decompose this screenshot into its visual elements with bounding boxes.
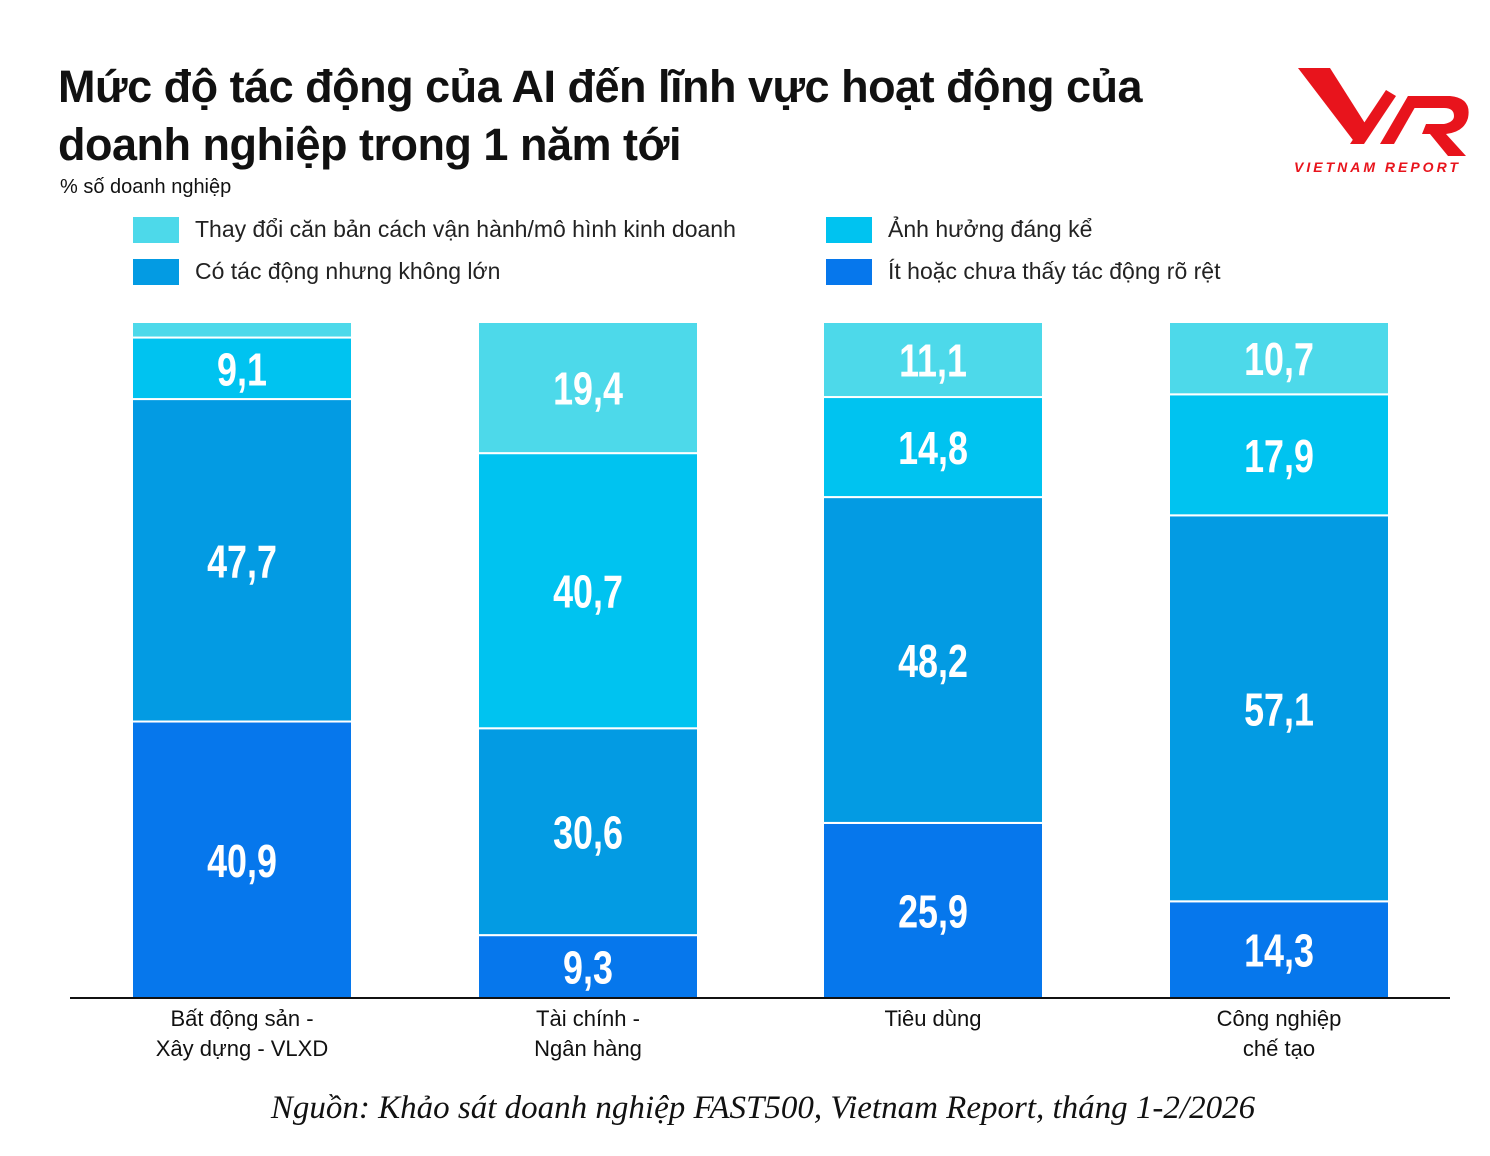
title-line-1: Mức độ tác động của AI đến lĩnh vực hoạt… bbox=[58, 61, 1143, 112]
category-label: Ngân hàng bbox=[534, 1036, 642, 1061]
source-note: Nguồn: Khảo sát doanh nghiệp FAST500, Vi… bbox=[270, 1090, 1256, 1126]
legend-swatch bbox=[133, 216, 179, 243]
bar-segment bbox=[131, 398, 353, 723]
data-label: 30,6 bbox=[553, 807, 623, 858]
legend-label: Ảnh hưởng đáng kể bbox=[888, 216, 1093, 242]
title-line-2: doanh nghiệp trong 1 năm tới bbox=[58, 119, 681, 170]
bar-segment bbox=[131, 321, 353, 339]
data-label: 17,9 bbox=[1244, 431, 1314, 482]
bar-segment bbox=[1168, 321, 1390, 396]
data-label: 40,9 bbox=[207, 835, 277, 886]
category-label: Xây dựng - VLXD bbox=[156, 1036, 328, 1061]
data-label: 14,8 bbox=[898, 423, 968, 474]
vietnam-report-logo: VIETNAM REPORT bbox=[1294, 68, 1469, 175]
data-label: 14,3 bbox=[1244, 925, 1314, 976]
data-label: 9,3 bbox=[563, 942, 613, 993]
category-label: Tài chính - bbox=[536, 1006, 640, 1031]
legend-label: Có tác động nhưng không lớn bbox=[195, 258, 501, 284]
bar-segment bbox=[131, 336, 353, 401]
bar-segment bbox=[822, 821, 1044, 1000]
category-label: Công nghiệp bbox=[1217, 1006, 1342, 1031]
data-label: 48,2 bbox=[898, 636, 968, 687]
logo-text: VIETNAM REPORT bbox=[1294, 159, 1461, 175]
bar-segment bbox=[477, 727, 699, 937]
legend-item-little: Ít hoặc chưa thấy tác động rõ rệt bbox=[826, 258, 1220, 285]
category-label: chế tạo bbox=[1243, 1036, 1315, 1061]
category-label: Tiêu dùng bbox=[884, 1006, 981, 1031]
bar-segment bbox=[477, 452, 699, 730]
legend-swatch bbox=[826, 216, 872, 243]
data-label: 40,7 bbox=[553, 566, 623, 617]
legend-item-fundamental-change: Thay đổi căn bản cách vận hành/mô hình k… bbox=[133, 216, 736, 243]
data-label: 25,9 bbox=[898, 886, 968, 937]
legend-swatch bbox=[826, 258, 872, 285]
bar-segment bbox=[131, 720, 353, 999]
legend-label: Ít hoặc chưa thấy tác động rõ rệt bbox=[888, 258, 1221, 284]
data-label: 9,1 bbox=[217, 344, 267, 395]
legend-item-moderate: Có tác động nhưng không lớn bbox=[133, 258, 500, 285]
bar-segment bbox=[477, 934, 699, 1000]
chart-title: Mức độ tác động của AI đến lĩnh vực hoạt… bbox=[58, 58, 1143, 174]
bar-segment bbox=[477, 321, 699, 455]
legend-swatch bbox=[133, 258, 179, 285]
data-label: 19,4 bbox=[553, 363, 623, 414]
legend-item-significant: Ảnh hưởng đáng kể bbox=[826, 216, 1092, 243]
legend-label: Thay đổi căn bản cách vận hành/mô hình k… bbox=[195, 216, 736, 242]
bar-segment bbox=[822, 321, 1044, 399]
category-label: Bất động sản - bbox=[170, 1006, 313, 1031]
chart-subtitle: % số doanh nghiệp bbox=[60, 176, 232, 198]
data-label: 10,7 bbox=[1244, 334, 1314, 385]
data-label: 11,1 bbox=[899, 335, 967, 386]
data-label: 57,1 bbox=[1244, 684, 1314, 735]
data-label: 47,7 bbox=[207, 536, 277, 587]
